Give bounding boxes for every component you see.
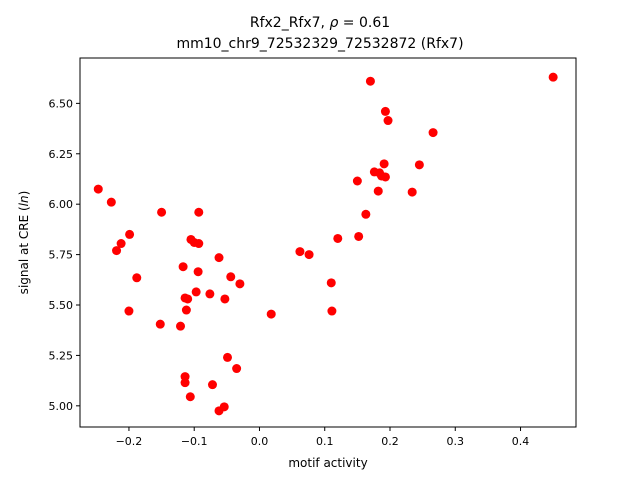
chart-title-line2: mm10_chr9_72532329_72532872 (Rfx7) <box>176 36 464 52</box>
data-point <box>125 229 135 239</box>
data-points <box>93 72 558 416</box>
data-point <box>361 209 371 219</box>
data-point <box>373 186 383 196</box>
data-point <box>226 272 236 282</box>
data-point <box>132 273 142 283</box>
data-point <box>214 406 224 416</box>
data-point <box>235 279 245 289</box>
data-point <box>93 184 103 194</box>
y-tick-label: 5.50 <box>49 299 74 312</box>
data-point <box>222 352 232 362</box>
data-point <box>414 160 424 170</box>
data-point <box>220 294 230 304</box>
x-tick-label: 0.2 <box>381 435 399 448</box>
y-axis-label: signal at CRE (ln) <box>17 191 31 295</box>
x-tick-label: 0.0 <box>251 435 269 448</box>
data-point <box>191 287 201 297</box>
data-point <box>157 207 167 217</box>
x-tick-label: 0.3 <box>447 435 465 448</box>
data-point <box>176 321 186 331</box>
data-point <box>180 378 190 388</box>
chart-title-line1: Rfx2_Rfx7, ρ = 0.61 <box>249 15 391 31</box>
data-point <box>295 247 305 257</box>
x-tick-label: 0.4 <box>512 435 530 448</box>
data-point <box>205 289 215 299</box>
y-tick-label: 6.00 <box>49 198 74 211</box>
plot-frame <box>79 57 577 428</box>
y-tick-label: 5.00 <box>49 400 74 413</box>
data-point <box>380 106 390 116</box>
data-point <box>181 305 191 315</box>
data-point <box>548 72 558 82</box>
data-point <box>304 250 314 260</box>
y-axis-ticks: 5.00 5.25 5.50 5.75 6.00 6.25 6.50 <box>49 97 80 413</box>
data-point <box>178 262 188 272</box>
y-tick-label: 6.25 <box>49 148 74 161</box>
x-tick-label: 0.1 <box>316 435 334 448</box>
x-axis-ticks: −0.2 −0.1 0.0 0.1 0.2 0.3 0.4 <box>116 427 530 448</box>
y-tick-label: 5.75 <box>49 249 74 262</box>
data-point <box>333 233 343 243</box>
data-point <box>214 253 224 263</box>
x-tick-label: −0.1 <box>181 435 208 448</box>
data-point <box>326 278 336 288</box>
data-point <box>194 207 204 217</box>
data-point <box>352 176 362 186</box>
data-point <box>183 294 193 304</box>
data-point <box>194 239 204 249</box>
data-point <box>383 116 393 126</box>
data-point <box>124 306 134 316</box>
data-point <box>116 239 126 249</box>
data-point <box>155 319 165 329</box>
data-point <box>232 364 242 374</box>
data-point <box>112 246 122 256</box>
data-point <box>327 306 337 316</box>
data-point <box>354 231 364 241</box>
data-point <box>106 197 116 207</box>
data-point <box>207 380 217 390</box>
data-point <box>407 187 417 197</box>
data-point <box>380 172 390 182</box>
x-tick-label: −0.2 <box>116 435 143 448</box>
y-tick-label: 5.25 <box>49 349 74 362</box>
data-point <box>428 128 438 138</box>
data-point <box>266 309 276 319</box>
data-point <box>365 76 375 86</box>
data-point <box>193 267 203 277</box>
data-point <box>379 159 389 169</box>
data-point <box>185 392 195 402</box>
y-tick-label: 6.50 <box>49 97 74 110</box>
x-axis-label: motif activity <box>288 456 367 470</box>
